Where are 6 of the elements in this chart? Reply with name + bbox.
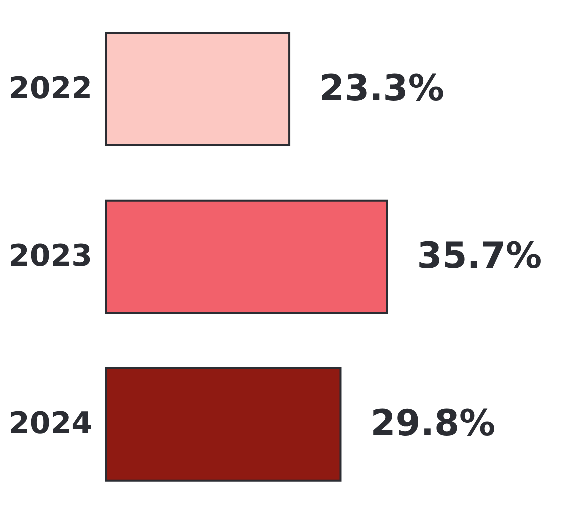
y-tick-label: 2023 (9, 239, 92, 274)
data-label: 35.7% (417, 236, 542, 277)
y-tick-label: 2022 (9, 71, 92, 106)
y-tick-label: 2024 (9, 406, 92, 442)
data-label: 23.3% (320, 68, 444, 110)
data-label: 29.8% (370, 404, 496, 445)
